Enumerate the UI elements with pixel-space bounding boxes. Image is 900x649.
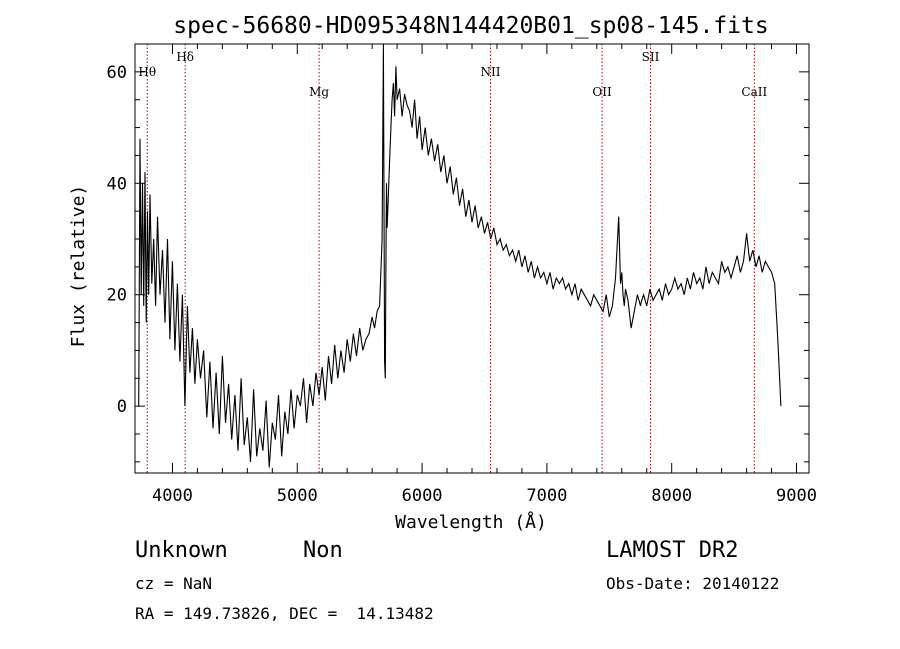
spectrum-line xyxy=(138,43,782,468)
x-tick-label: 6000 xyxy=(402,486,443,506)
spectral-line-label: NII xyxy=(480,65,500,79)
x-tick-label: 9000 xyxy=(776,486,817,506)
x-tick-label: 7000 xyxy=(526,486,567,506)
spectral-line-label: SII xyxy=(642,50,660,64)
x-tick-label: 5000 xyxy=(277,486,318,506)
spectral-line-label: OII xyxy=(592,85,612,99)
survey-name: LAMOST DR2 xyxy=(606,538,739,563)
chart-title: spec-56680-HD095348N144420B01_sp08-145.f… xyxy=(173,13,768,39)
spectral-line-label: Hδ xyxy=(176,50,194,64)
redshift-cz: cz = NaN xyxy=(135,574,213,593)
spectral-line-label: CaII xyxy=(741,85,767,99)
spectral-line-label: Hθ xyxy=(138,65,156,79)
x-tick-label: 4000 xyxy=(152,486,193,506)
axis-ticks: 4000 5000 6000 7000 8000 9000 0 20 40 60 xyxy=(107,44,817,506)
ra-dec-coordinates: RA = 149.73826, DEC = 14.13482 xyxy=(135,604,434,623)
observation-date: Obs-Date: 20140122 xyxy=(606,574,780,593)
y-tick-label: 40 xyxy=(107,174,127,194)
y-tick-label: 20 xyxy=(107,286,127,306)
spectral-line-label: Mg xyxy=(309,85,329,99)
x-tick-label: 8000 xyxy=(651,486,692,506)
y-tick-label: 0 xyxy=(117,397,127,417)
y-tick-label: 60 xyxy=(107,63,127,83)
y-axis-label: Flux (relative) xyxy=(68,185,89,348)
object-class: Unknown xyxy=(135,538,228,563)
spectral-line-markers: Hθ Hδ Mg NII OII SII CaII xyxy=(138,44,767,473)
x-axis-label: Wavelength (Å) xyxy=(395,511,547,533)
object-subclass: Non xyxy=(303,538,343,563)
